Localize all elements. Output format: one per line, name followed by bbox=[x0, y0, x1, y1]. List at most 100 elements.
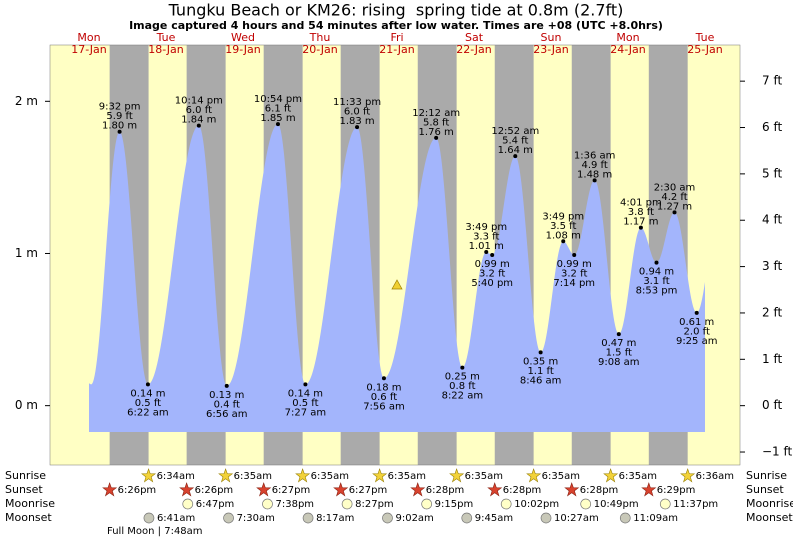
chart-subtitle: Image captured 4 hours and 54 minutes af… bbox=[129, 19, 663, 32]
moonrise-icon bbox=[421, 498, 433, 510]
extreme-ft-label: 5.8 ft bbox=[423, 117, 449, 128]
extreme-m-label: 1.83 m bbox=[339, 116, 374, 127]
extreme-point bbox=[572, 253, 577, 257]
row-label: Moonrise bbox=[5, 497, 55, 510]
moonset-time: 9:45am bbox=[475, 513, 513, 524]
extreme-ft-label: 0.8 ft bbox=[449, 381, 475, 392]
moonset-icon bbox=[382, 512, 393, 524]
day-date: 21-Jan bbox=[379, 43, 415, 56]
moonrise-time: 10:49pm bbox=[594, 499, 639, 510]
moonset-time: 11:09am bbox=[633, 513, 678, 524]
sunrise-icon bbox=[295, 468, 311, 483]
day-name: Mon bbox=[616, 31, 639, 44]
extreme-point bbox=[654, 260, 659, 265]
extreme-point bbox=[460, 365, 465, 370]
moonrise-time: 8:27pm bbox=[355, 499, 394, 510]
day-date: 17-Jan bbox=[71, 43, 107, 56]
day-name: Thu bbox=[309, 31, 331, 44]
sunset-icon bbox=[641, 482, 657, 497]
moonrise-time: 11:37pm bbox=[673, 499, 718, 510]
y2-tick-label: 1 ft bbox=[762, 352, 782, 366]
row-label: Sunrise bbox=[746, 469, 787, 482]
sunrise-icon bbox=[218, 468, 234, 483]
sunset-time: 6:27pm bbox=[272, 485, 311, 496]
y-tick-label: 2 m bbox=[15, 94, 38, 108]
day-date: 19-Jan bbox=[225, 43, 261, 56]
extreme-time-label: 10:54 pm bbox=[254, 94, 302, 105]
sunset-icon bbox=[487, 482, 503, 497]
extreme-point bbox=[638, 225, 643, 230]
row-label: Sunrise bbox=[5, 469, 46, 482]
sunset-icon bbox=[179, 482, 195, 497]
extreme-ft-label: 3.1 ft bbox=[643, 276, 669, 287]
sunset-time: 6:28pm bbox=[580, 485, 619, 496]
extreme-point bbox=[355, 125, 360, 130]
extreme-point bbox=[381, 376, 386, 381]
extreme-time-label: 4:01 pm bbox=[620, 198, 662, 209]
extreme-time-label: 9:08 am bbox=[598, 357, 640, 368]
sunset-icon bbox=[333, 482, 349, 497]
sunrise-icon bbox=[372, 468, 388, 483]
moonrise-icon bbox=[262, 498, 273, 510]
moonset-time: 7:30am bbox=[237, 513, 275, 524]
extreme-time-label: 3:49 pm bbox=[542, 211, 584, 222]
sunset-icon bbox=[410, 482, 426, 497]
extreme-time-label: 9:25 am bbox=[676, 336, 718, 347]
day-name: Tue bbox=[156, 31, 176, 44]
sunrise-icon bbox=[449, 468, 465, 483]
day-name: Fri bbox=[390, 31, 403, 44]
moonset-time: 10:27am bbox=[554, 513, 599, 524]
extreme-point bbox=[616, 332, 621, 337]
extreme-m-label: 0.99 m bbox=[557, 259, 592, 270]
extreme-time-label: 7:56 am bbox=[363, 401, 405, 412]
extreme-time-label: 5:40 pm bbox=[471, 278, 513, 289]
moonset-icon bbox=[302, 512, 314, 524]
day-date: 25-Jan bbox=[687, 43, 723, 56]
extreme-point bbox=[303, 382, 308, 387]
extreme-ft-label: 3.5 ft bbox=[550, 221, 576, 232]
moonrise-icon bbox=[341, 498, 353, 510]
extreme-m-label: 1.85 m bbox=[260, 113, 295, 124]
extreme-time-label: 8:22 am bbox=[442, 391, 484, 402]
extreme-ft-label: 0.6 ft bbox=[371, 392, 397, 403]
extreme-ft-label: 6.1 ft bbox=[265, 104, 291, 115]
extreme-ft-label: 4.9 ft bbox=[581, 160, 607, 171]
extreme-ft-label: 6.0 ft bbox=[344, 107, 370, 118]
extreme-time-label: 3:49 pm bbox=[465, 222, 507, 233]
row-label: Moonset bbox=[746, 511, 793, 524]
day-name: Wed bbox=[231, 31, 255, 44]
y2-tick-label: 0 ft bbox=[762, 398, 782, 412]
day-name: Mon bbox=[77, 31, 100, 44]
extreme-m-label: 0.14 m bbox=[130, 388, 165, 399]
extreme-time-label: 7:14 pm bbox=[553, 278, 595, 289]
extreme-point bbox=[275, 122, 280, 127]
day-date: 24-Jan bbox=[610, 43, 646, 56]
row-label: Sunset bbox=[5, 483, 43, 496]
extreme-m-label: 0.35 m bbox=[523, 356, 558, 367]
current-tide-marker bbox=[391, 279, 403, 290]
y-tick-label: 1 m bbox=[15, 246, 38, 260]
extreme-point bbox=[224, 383, 229, 388]
extreme-point bbox=[117, 129, 122, 134]
sunset-time: 6:28pm bbox=[503, 485, 542, 496]
sunset-time: 6:27pm bbox=[349, 485, 388, 496]
extreme-time-label: 12:12 am bbox=[412, 108, 460, 119]
extreme-ft-label: 1.5 ft bbox=[606, 348, 632, 359]
extreme-ft-label: 0.5 ft bbox=[135, 398, 161, 409]
extreme-point bbox=[694, 310, 699, 315]
extreme-m-label: 1.27 m bbox=[657, 201, 692, 212]
y2-tick-label: 5 ft bbox=[762, 166, 782, 180]
extreme-m-label: 1.64 m bbox=[498, 145, 533, 156]
sunrise-time: 6:35am bbox=[234, 471, 272, 482]
sunset-icon bbox=[256, 482, 272, 497]
moonset-icon bbox=[540, 512, 552, 524]
sunrise-time: 6:35am bbox=[619, 471, 657, 482]
extreme-point bbox=[592, 178, 597, 183]
extreme-m-label: 1.01 m bbox=[469, 241, 504, 252]
extreme-time-label: 8:46 am bbox=[520, 375, 562, 386]
y2-tick-label: 2 ft bbox=[762, 305, 782, 319]
moonset-icon bbox=[223, 512, 234, 524]
y2-tick-label: 3 ft bbox=[762, 259, 782, 273]
extreme-ft-label: 0.5 ft bbox=[292, 398, 318, 409]
moonrise-icon bbox=[500, 498, 512, 510]
